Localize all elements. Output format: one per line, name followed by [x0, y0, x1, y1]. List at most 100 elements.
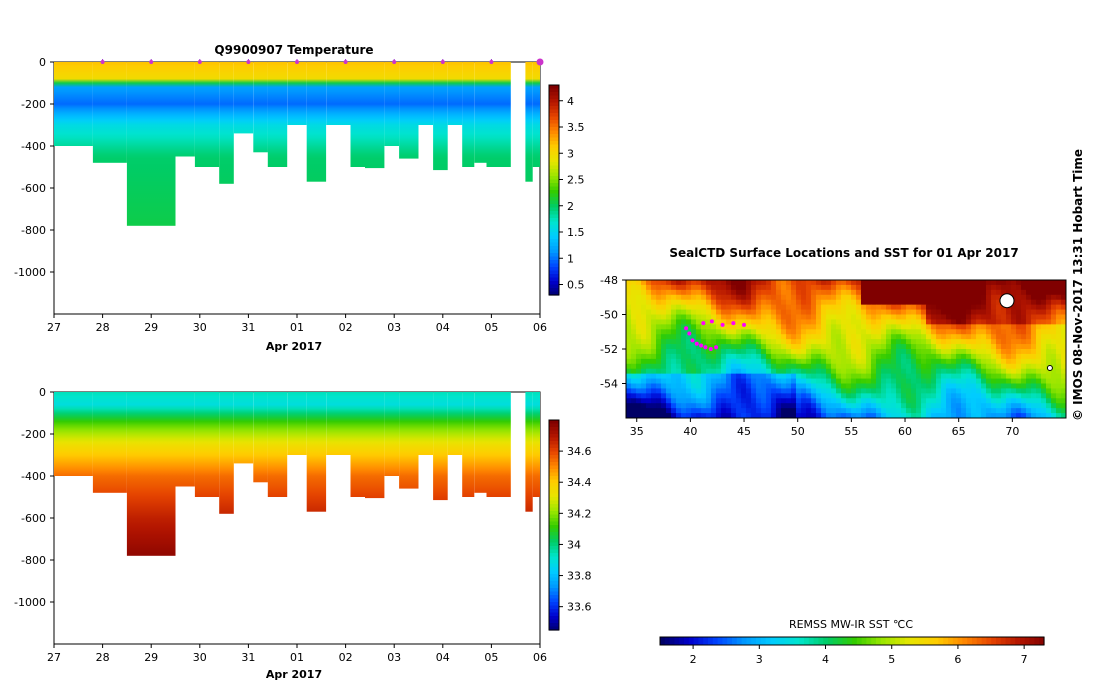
sst-cell	[636, 398, 642, 404]
sst-cell	[1056, 294, 1062, 301]
sst-colorbar-segment	[794, 637, 800, 645]
sst-cell	[1006, 398, 1012, 404]
colorbar-segment	[549, 109, 559, 114]
sst-cell	[776, 329, 782, 335]
sst-cell	[891, 413, 897, 419]
colorbar-segment	[549, 137, 559, 142]
sst-cell	[681, 280, 687, 286]
sst-cell	[881, 408, 887, 414]
sst-cell	[681, 294, 687, 301]
profile-column-17	[418, 62, 434, 125]
colorbar-segment	[549, 448, 559, 453]
sst-cell	[661, 393, 667, 399]
sst-cell	[741, 309, 747, 315]
colorbar-segment	[549, 528, 559, 533]
sst-cell	[926, 393, 932, 399]
sst-cell	[646, 408, 652, 414]
sst-cell	[866, 373, 872, 379]
sst-cell	[941, 358, 947, 365]
sst-cell	[651, 304, 657, 310]
sst-cell	[826, 294, 832, 301]
sst-cell	[781, 393, 787, 399]
sst-cell	[681, 373, 687, 379]
sst-cell	[766, 398, 772, 404]
sst-cell	[901, 358, 907, 365]
sst-cell	[651, 309, 657, 315]
sst-cell	[846, 339, 852, 345]
sst-cell	[971, 309, 977, 315]
sst-cell	[1051, 349, 1057, 355]
sst-cell	[831, 324, 837, 330]
sst-cell	[951, 363, 957, 370]
sst-cell	[836, 383, 842, 389]
sst-cell	[676, 363, 682, 370]
sst-cell	[631, 373, 637, 379]
sst-cell	[1016, 289, 1022, 296]
sst-cell	[696, 388, 702, 394]
sst-cell	[921, 383, 927, 389]
sst-cell	[921, 368, 927, 375]
sst-cell	[866, 339, 872, 345]
sst-cell	[976, 294, 982, 301]
sst-cell	[821, 373, 827, 379]
sst-cell	[871, 358, 877, 365]
sst-cell	[921, 280, 927, 286]
sst-cell	[656, 349, 662, 355]
sst-cell	[756, 309, 762, 315]
sst-cell	[861, 339, 867, 345]
x-tick-label: 06	[533, 321, 547, 334]
sst-cell	[956, 388, 962, 394]
sst-cell	[1046, 373, 1052, 379]
sst-cell	[931, 304, 937, 310]
sst-cell	[836, 299, 842, 306]
x-tick-label: 31	[241, 321, 255, 334]
sst-cell	[1021, 383, 1027, 389]
sst-cell	[711, 344, 717, 350]
sst-cell	[786, 358, 792, 365]
sst-cell	[981, 289, 987, 296]
sst-cell	[816, 403, 822, 409]
sst-cell	[776, 368, 782, 375]
sst-cell	[751, 324, 757, 330]
sst-cell	[956, 373, 962, 379]
sst-cell	[976, 368, 982, 375]
sst-cell	[1056, 358, 1062, 365]
colorbar-segment	[549, 134, 559, 139]
sst-cell	[946, 344, 952, 350]
sst-cell	[941, 284, 947, 291]
sst-cell	[956, 319, 962, 325]
sst-cell	[996, 289, 1002, 296]
sst-cell	[821, 334, 827, 340]
sst-cell	[856, 388, 862, 394]
sst-cell	[756, 388, 762, 394]
sst-cell	[711, 368, 717, 375]
sst-cell	[986, 334, 992, 340]
sst-cell	[1021, 304, 1027, 310]
sst-cell	[896, 358, 902, 365]
sst-cell	[676, 373, 682, 379]
colorbar-tick-label: 34.2	[567, 507, 592, 520]
sst-cell	[746, 280, 752, 286]
sst-cell	[776, 373, 782, 379]
sst-cell	[786, 363, 792, 370]
sst-cell	[631, 398, 637, 404]
sst-cell	[826, 284, 832, 291]
sst-cell	[841, 284, 847, 291]
sst-colorbar-segment	[1039, 637, 1045, 645]
sst-cell	[981, 319, 987, 325]
sst-cell	[686, 388, 692, 394]
sst-cell	[946, 299, 952, 306]
surface-location-dot	[714, 345, 719, 350]
colorbar-segment	[549, 441, 559, 446]
sst-cell	[936, 413, 942, 419]
sst-cell	[741, 398, 747, 404]
sst-cell	[801, 289, 807, 296]
sst-cell	[811, 373, 817, 379]
colorbar-segment	[549, 619, 559, 624]
sst-cell	[716, 383, 722, 389]
sst-cell	[1056, 339, 1062, 345]
sst-cell	[641, 289, 647, 296]
sst-cell	[1056, 388, 1062, 394]
sst-cell	[721, 413, 727, 419]
sst-cell	[711, 383, 717, 389]
